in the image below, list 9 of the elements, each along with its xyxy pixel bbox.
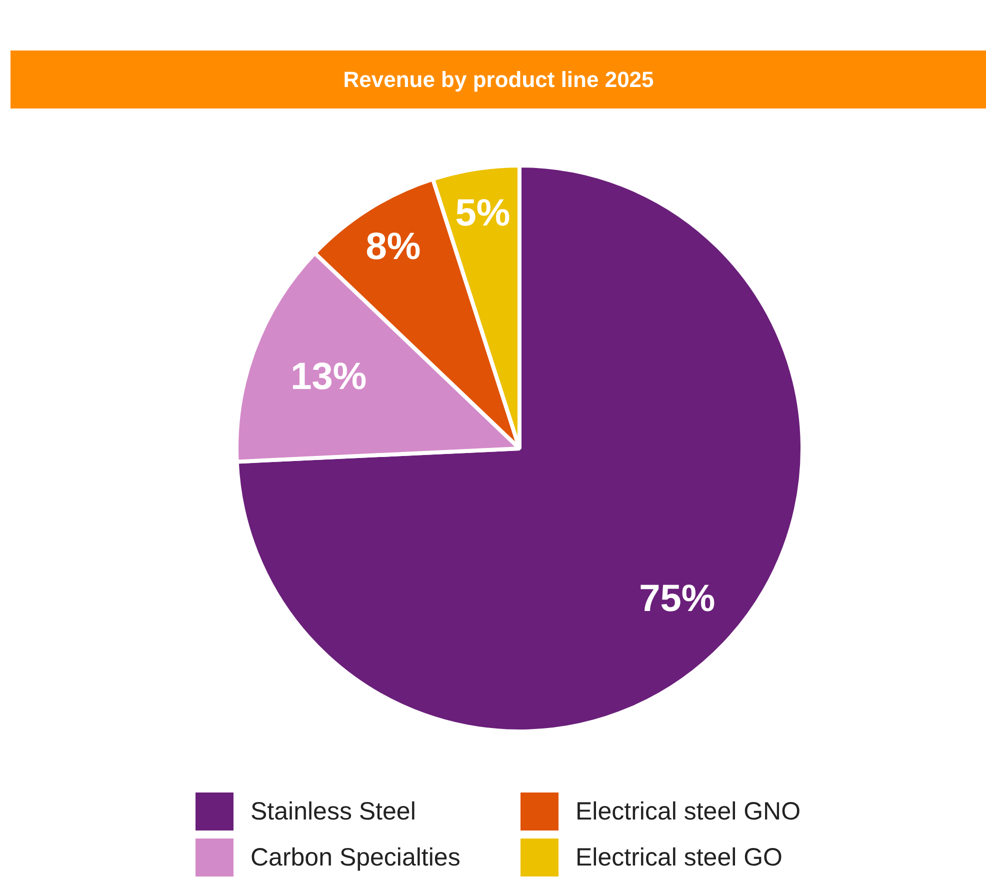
data-label: 13% bbox=[290, 356, 367, 398]
legend-label: Stainless Steel bbox=[250, 798, 416, 826]
data-label: 8% bbox=[366, 226, 421, 268]
legend-label: Electrical steel GNO bbox=[576, 798, 801, 826]
legend-label: Electrical steel GO bbox=[576, 844, 783, 872]
data-label: 75% bbox=[639, 578, 716, 620]
legend-label: Carbon Specialties bbox=[250, 844, 460, 872]
data-label: 5% bbox=[455, 192, 510, 235]
chart-title: Revenue by product line 2025 bbox=[343, 67, 654, 92]
